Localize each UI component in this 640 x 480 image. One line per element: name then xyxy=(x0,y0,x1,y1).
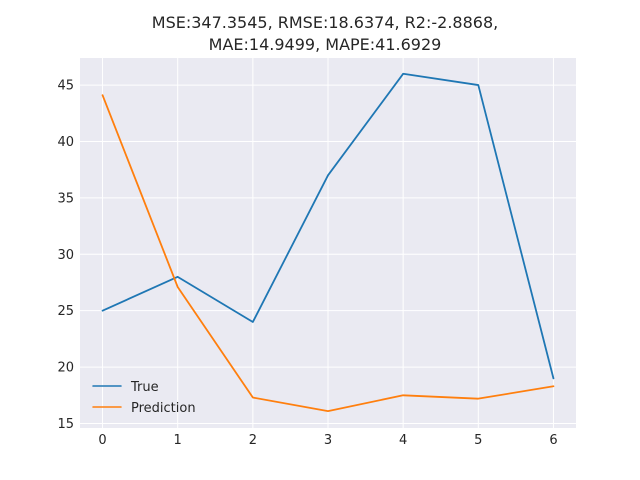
series-line-true xyxy=(101,72,555,380)
series-lines xyxy=(101,72,555,412)
chart-title-line-1: MSE:347.3545, RMSE:18.6374, R2:-2.8868, xyxy=(152,13,498,32)
x-tick-label: 1 xyxy=(174,433,182,448)
y-axis-ticks: 15 20 25 30 35 40 45 xyxy=(57,79,74,432)
series-line-prediction xyxy=(101,94,555,412)
x-axis-ticks: 0 1 2 3 4 5 6 xyxy=(98,433,557,448)
legend-label-prediction: Prediction xyxy=(131,401,196,416)
legend-label-true: True xyxy=(130,380,159,395)
y-tick-label: 15 xyxy=(57,417,74,432)
y-tick-label: 20 xyxy=(57,361,74,376)
y-tick-label: 45 xyxy=(57,79,74,94)
grid-lines xyxy=(80,58,576,428)
chart-title-line-2: MAE:14.9499, MAPE:41.6929 xyxy=(209,35,442,54)
y-tick-label: 25 xyxy=(57,304,74,319)
x-tick-label: 5 xyxy=(474,433,482,448)
x-tick-label: 2 xyxy=(249,433,257,448)
y-tick-label: 30 xyxy=(57,248,74,263)
y-tick-label: 40 xyxy=(57,135,74,150)
x-tick-label: 6 xyxy=(549,433,557,448)
y-tick-label: 35 xyxy=(57,191,74,206)
legend: True Prediction xyxy=(92,380,196,416)
x-tick-label: 3 xyxy=(324,433,332,448)
x-tick-label: 0 xyxy=(98,433,106,448)
x-tick-label: 4 xyxy=(399,433,407,448)
